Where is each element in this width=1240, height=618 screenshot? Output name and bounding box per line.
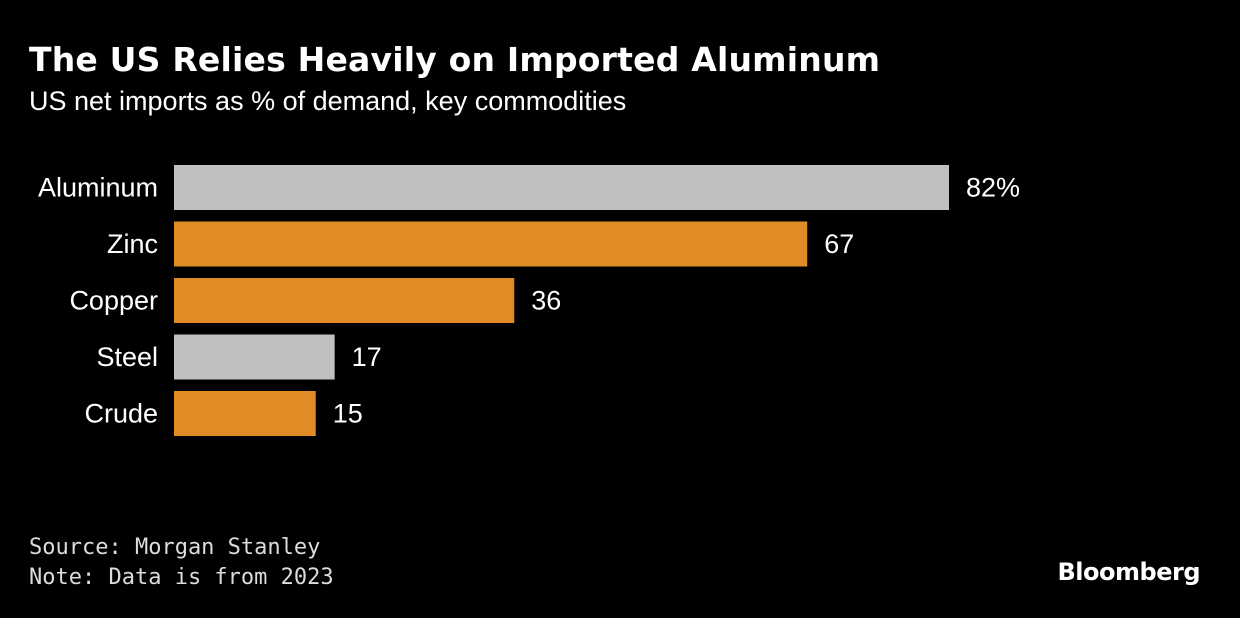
bloomberg-logo: Bloomberg: [1057, 558, 1201, 586]
bar-steel: [174, 334, 335, 380]
category-label: Copper: [69, 286, 158, 316]
value-label: 36: [531, 286, 561, 316]
chart-subtitle: US net imports as % of demand, key commo…: [29, 86, 627, 116]
bar-copper: [174, 278, 515, 323]
source-note: Source: Morgan Stanley: [29, 535, 321, 560]
data-note: Note: Data is from 2023: [29, 565, 334, 590]
bar-aluminum: [174, 165, 949, 210]
value-label: 82%: [966, 173, 1020, 203]
category-label: Crude: [84, 399, 158, 429]
bar-zinc: [174, 221, 808, 267]
chart-title: The US Relies Heavily on Imported Alumin…: [29, 40, 881, 79]
category-label: Aluminum: [38, 173, 158, 203]
value-label: 17: [352, 342, 382, 372]
value-label: 15: [333, 399, 363, 429]
category-label: Zinc: [107, 229, 158, 259]
bar-crude: [174, 391, 316, 436]
value-label: 67: [824, 229, 854, 259]
category-label: Steel: [96, 342, 158, 372]
